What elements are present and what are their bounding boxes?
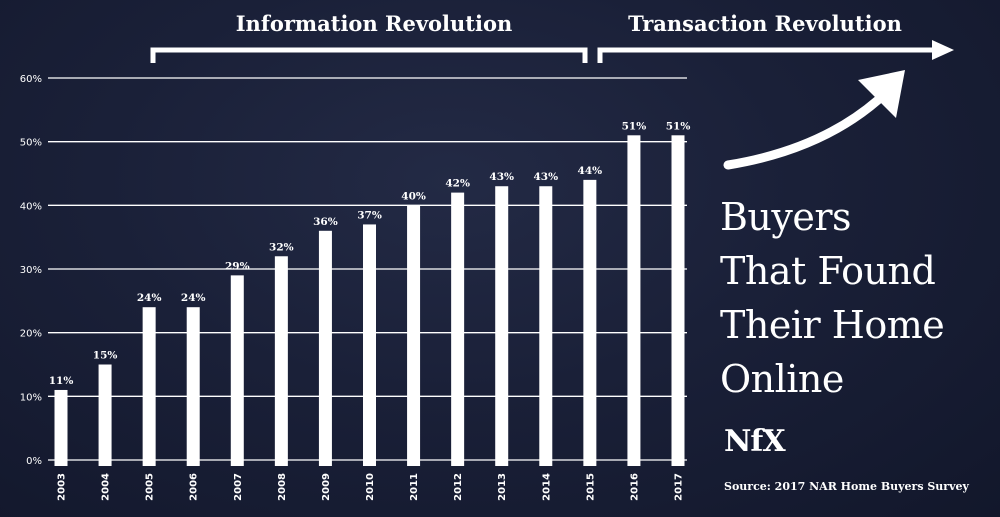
headline-line: Buyers	[720, 195, 852, 239]
x-tick-label: 2014	[541, 473, 552, 501]
y-tick-label: 30%	[20, 265, 42, 276]
bars	[54, 135, 685, 467]
headline-line: Online	[720, 357, 844, 401]
bar	[186, 307, 200, 466]
x-tick-label: 2006	[189, 473, 200, 501]
y-tick-label: 50%	[20, 138, 42, 149]
transaction-revolution-label: Transaction Revolution	[628, 11, 902, 36]
bar	[407, 205, 421, 467]
y-tick-label: 20%	[20, 329, 42, 340]
bar-value-label: 40%	[401, 190, 426, 202]
bar	[142, 307, 156, 466]
bar	[539, 186, 553, 466]
y-tick-label: 10%	[20, 392, 42, 403]
nfx-logo: NfX	[724, 424, 786, 459]
x-tick-label: 2003	[57, 473, 68, 501]
x-tick-label: 2004	[101, 473, 112, 501]
bar-value-label: 15%	[93, 350, 118, 362]
x-tick-label: 2017	[674, 473, 685, 501]
information-revolution-label: Information Revolution	[236, 11, 513, 36]
curved-arrow-head	[858, 70, 905, 118]
x-tick-label: 2010	[365, 473, 376, 501]
y-tick-label: 0%	[26, 456, 42, 467]
bar	[583, 179, 597, 466]
bar-value-label: 36%	[313, 216, 338, 228]
bar-value-label: 43%	[533, 171, 558, 183]
bar	[98, 364, 112, 466]
bar-value-label: 44%	[578, 165, 603, 177]
bar	[451, 192, 465, 466]
curved-growth-arrow	[723, 95, 883, 170]
bar	[54, 389, 68, 466]
bar-value-label: 43%	[489, 171, 514, 183]
bar-value-labels: 11% 15% 24% 24% 29% 32% 36% 37% 40% 42% 43% 43% 44% 5…	[49, 120, 691, 387]
headline: Buyers That Found Their Home Online	[720, 190, 995, 406]
x-tick-label: 2011	[409, 473, 420, 501]
bar-value-label: 24%	[137, 292, 162, 304]
bar	[671, 135, 685, 467]
bar-value-label: 11%	[49, 375, 74, 387]
x-tick-label: 2015	[585, 473, 596, 501]
x-tick-label: 2005	[145, 473, 156, 501]
bar	[627, 135, 641, 467]
bar-value-label: 24%	[181, 292, 206, 304]
x-tick-label: 2012	[453, 473, 464, 501]
bar	[495, 186, 509, 466]
y-tick-label: 40%	[20, 201, 42, 212]
x-tick-label: 2009	[321, 473, 332, 501]
x-tick-label: 2016	[629, 473, 640, 501]
transaction-revolution-bracket	[597, 47, 938, 63]
bar	[274, 256, 288, 466]
bar-value-label: 32%	[269, 241, 294, 253]
x-tick-label: 2008	[277, 473, 288, 501]
x-axis-tick-labels: 2003 2004 2005 2006 2007 2008 2009 2010 2011 2012…	[57, 473, 685, 501]
x-tick-label: 2007	[233, 473, 244, 501]
information-revolution-bracket	[150, 47, 588, 63]
headline-line: Their Home	[720, 303, 945, 347]
bar-value-label: 51%	[666, 120, 691, 132]
bar-value-label: 37%	[357, 209, 382, 221]
y-axis-tick-labels: 0% 10% 20% 30% 40% 50% 60%	[20, 74, 42, 467]
bar	[318, 230, 332, 466]
transaction-arrow-head	[932, 40, 954, 60]
bar	[230, 275, 244, 466]
source-note: Source: 2017 NAR Home Buyers Survey	[724, 480, 969, 493]
bar-value-label: 42%	[445, 178, 470, 190]
x-tick-label: 2013	[497, 473, 508, 501]
bar-value-label: 51%	[622, 120, 647, 132]
bar	[363, 224, 376, 466]
y-tick-label: 60%	[20, 74, 42, 85]
headline-line: That Found	[720, 249, 936, 293]
bar-value-label: 29%	[225, 260, 250, 272]
